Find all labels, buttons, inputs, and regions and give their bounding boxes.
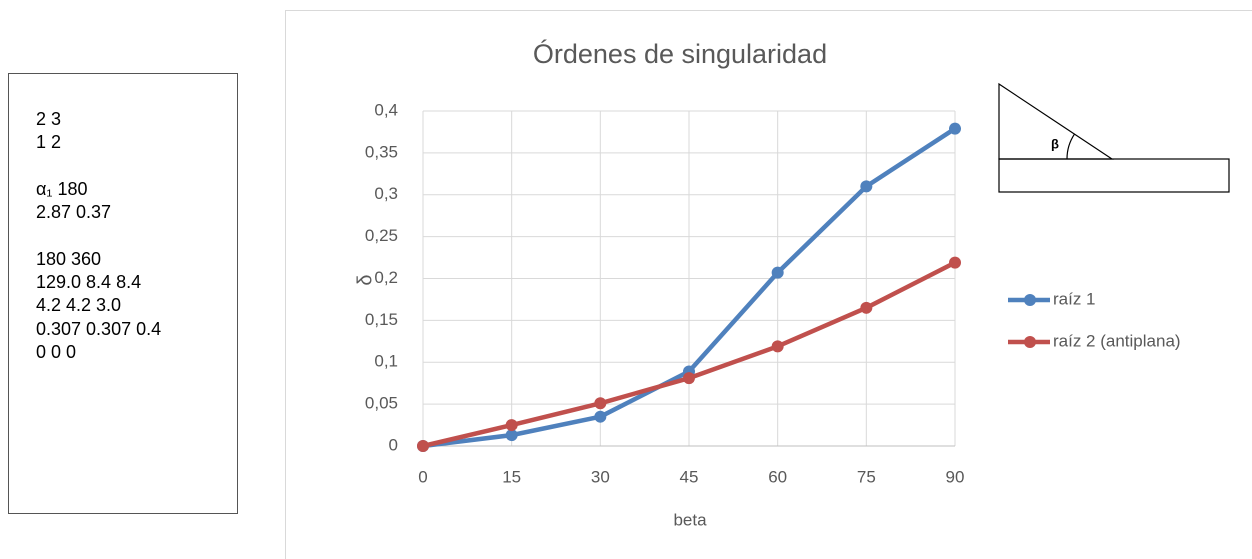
x-tick-label: 90 [946,467,965,486]
y-axis-label: δ [354,274,376,285]
text-line: 129.0 8.4 8.4 [36,272,142,293]
data-point [860,301,873,314]
legend-label: raíz 2 (antiplana) [1053,331,1181,350]
inset-angle-arc [1066,133,1076,160]
data-point [860,180,873,193]
data-point [505,429,518,442]
y-tick-label: 0,1 [374,352,398,371]
y-tick-label: 0,15 [365,310,398,329]
legend-marker [1024,336,1036,348]
x-tick-label: 45 [680,467,699,486]
text-line: α₁ 180 [36,178,88,199]
data-point [594,410,607,423]
x-tick-label: 30 [591,467,610,486]
x-tick-label: 75 [857,467,876,486]
data-point [417,440,429,452]
inset-label: β [1051,136,1059,151]
data-point [594,397,607,410]
y-tick-label: 0,05 [365,394,398,413]
data-point [771,266,784,279]
text-line: 0.307 0.307 0.4 [36,318,162,339]
text-line: 2 3 [36,109,62,129]
chart-title: Órdenes de singularidad [533,38,827,69]
text-line: 4.2 4.2 3.0 [36,295,122,316]
data-point [771,340,784,353]
text-line: 180 360 [36,248,102,269]
text-box: 2 3 1 2 α₁ 180 2.87 0.37 180 360 129.0 8… [8,73,238,514]
x-axis-label: beta [673,510,707,529]
text-line: 2.87 0.37 [36,202,112,223]
x-tick-label: 15 [502,467,521,486]
text-line: 0 0 0 [36,341,77,362]
data-point [505,419,518,432]
chart-frame [285,10,1252,559]
inset-diagram [998,82,1230,193]
y-tick-label: 0,35 [365,142,398,161]
x-tick-label: 0 [418,467,427,486]
legend-marker [1024,294,1036,306]
data-point [949,256,961,269]
y-tick-label: 0,2 [374,268,398,287]
data-point [683,372,695,385]
inset-wedge [998,82,1114,160]
y-tick-label: 0,25 [365,226,398,245]
y-tick-label: 0,3 [374,184,398,203]
data-point [949,122,961,135]
x-tick-label: 60 [768,467,787,486]
y-tick-label: 0 [389,435,398,454]
text-line: 1 2 [36,132,62,153]
inset-base [998,158,1230,193]
y-tick-label: 0,4 [374,100,398,119]
legend-label: raíz 1 [1053,289,1096,308]
